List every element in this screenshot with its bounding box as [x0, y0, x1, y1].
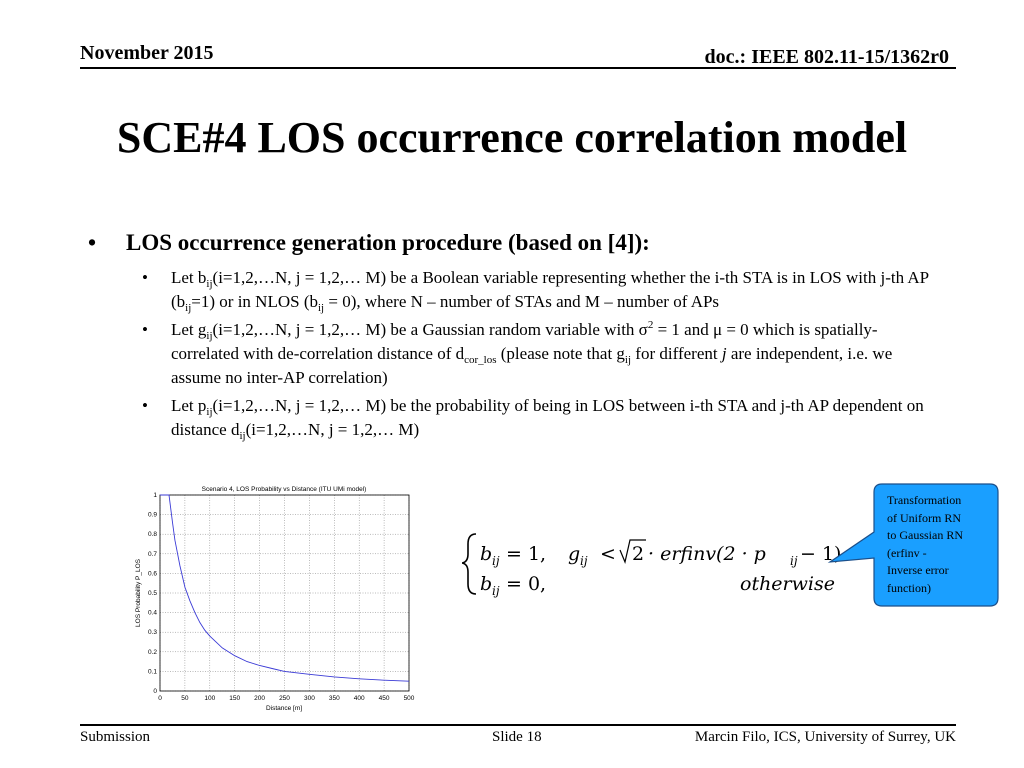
text-run: = 0), where N – number of STAs and M – n…: [324, 292, 720, 311]
los-formula: b ij = 1, g ij < 2 · erfinv(2 · p ij − 1…: [462, 533, 841, 598]
formula-brace: [462, 533, 477, 595]
subscript: ij: [206, 278, 213, 290]
text-run: Let b: [171, 268, 207, 287]
formula-p-sub: ij: [790, 554, 798, 568]
y-tick-label: 0.9: [148, 512, 157, 519]
subscript: ij: [206, 330, 213, 342]
text-run: (i=1,2,…N, j = 1,2,… M) be a Gaussian ra…: [212, 320, 648, 339]
x-tick-label: 400: [354, 695, 365, 702]
callout-line: Transformation: [887, 493, 962, 507]
callout-text: Transformation of Uniform RN to Gaussian…: [887, 492, 987, 597]
y-tick-label: 0.4: [148, 610, 157, 617]
callout-line: function): [887, 580, 931, 595]
x-tick-label: 300: [304, 695, 315, 702]
x-tick-label: 450: [379, 695, 390, 702]
text-run: Let p: [171, 396, 207, 415]
bullet-dot: •: [142, 396, 148, 415]
sub-bullet-boolean: • Let bij(i=1,2,…N, j = 1,2,… M) be a Bo…: [142, 266, 942, 314]
y-tick-label: 0.5: [148, 590, 157, 597]
subscript: cor_los: [464, 354, 497, 366]
formula-less-than: <: [600, 543, 616, 565]
chart-grid: [159, 494, 410, 692]
sub-bullet-list: • Let bij(i=1,2,…N, j = 1,2,… M) be a Bo…: [142, 266, 942, 446]
formula-line2-eq: = 0,: [506, 573, 546, 595]
subscript: ij: [317, 302, 325, 314]
formula-g-sub: ij: [580, 554, 588, 568]
formula-line2-sub: ij: [492, 584, 500, 598]
formula-tail: − 1): [800, 543, 841, 565]
subscript: ij: [239, 430, 246, 442]
slide-title: SCE#4 LOS occurrence correlation model: [116, 113, 908, 162]
sub-bullet-probability: • Let pij(i=1,2,…N, j = 1,2,… M) be the …: [142, 394, 942, 442]
text-run: (i=1,2,…N, j = 1,2,… M): [245, 420, 420, 439]
callout-line: of Uniform RN: [887, 510, 961, 525]
bullet-dot: •: [142, 268, 148, 287]
formula-line1-sub: ij: [492, 554, 500, 568]
los-probability-line: [160, 494, 410, 682]
formula-otherwise: otherwise: [740, 573, 835, 595]
header-date: November 2015: [80, 42, 214, 64]
text-run: are independent, i.e. we assume no inter…: [171, 344, 893, 387]
x-tick-label: 500: [404, 695, 415, 702]
x-tick-label: 0: [158, 695, 162, 702]
sub-bullet-gaussian: • Let gij(i=1,2,…N, j = 1,2,… M) be a Ga…: [142, 318, 942, 390]
y-tick-label: 1: [153, 492, 157, 499]
x-tick-label: 150: [229, 695, 240, 702]
text-run: (i=1,2,…N, j = 1,2,… M) be the probabili…: [171, 396, 924, 439]
italic-run: j: [721, 344, 727, 363]
text-run: (i=1,2,…N, j = 1,2,… M) be a Boolean var…: [171, 268, 929, 311]
y-tick-label: 0.6: [148, 570, 157, 577]
callout-line: (erfinv -: [887, 545, 927, 560]
footer-author: Marcin Filo, ICS, University of Surrey, …: [694, 729, 956, 745]
formula-line1-b: b: [480, 543, 492, 565]
los-probability-chart: Scenario 4, LOS Probability vs Distance …: [135, 486, 415, 712]
footer-slide-number: Slide 18: [492, 729, 542, 745]
callout-line: Inverse error: [887, 563, 949, 577]
formula-erfinv: · erfinv(2 · p: [648, 543, 766, 565]
subscript: ij: [185, 302, 192, 314]
formula-sqrt-arg: 2: [632, 543, 644, 565]
y-tick-labels: 0 0.1 0.2 0.3 0.4 0.5 0.6 0.7 0.8 0.9 1: [148, 492, 157, 695]
text-run: Let g: [171, 320, 207, 339]
superscript: 2: [647, 319, 654, 331]
bullet-dot: •: [88, 230, 97, 255]
x-tick-label: 350: [329, 695, 340, 702]
footer-submission: Submission: [80, 729, 151, 745]
subscript: ij: [206, 406, 213, 418]
sqrt-icon: [619, 539, 646, 564]
text-run: = 1 and μ = 0 which is spatially-correla…: [171, 320, 878, 363]
header-divider: [80, 67, 956, 69]
y-tick-label: 0.3: [148, 629, 157, 636]
y-tick-label: 0.1: [148, 668, 157, 675]
callout-line: to Gaussian RN: [887, 528, 963, 542]
footer-divider: [80, 724, 956, 726]
text-run: for different: [631, 344, 722, 363]
main-bullet-text: LOS occurrence generation procedure (bas…: [126, 230, 650, 255]
x-tick-label: 100: [204, 695, 215, 702]
y-axis-label: LOS Probability P_LOS: [135, 558, 142, 627]
x-tick-label: 50: [181, 695, 189, 702]
y-tick-label: 0.2: [148, 649, 157, 656]
y-tick-label: 0.7: [148, 551, 157, 558]
header-doc-id: doc.: IEEE 802.11-15/1362r0: [704, 46, 949, 68]
x-tick-label: 200: [254, 695, 265, 702]
x-axis-label: Distance [m]: [266, 705, 302, 712]
subscript: ij: [624, 354, 632, 366]
y-tick-label: 0: [153, 688, 157, 695]
callout-bubble: [827, 483, 999, 607]
chart-title: Scenario 4, LOS Probability vs Distance …: [202, 486, 367, 493]
formula-line1-eq: = 1,: [506, 543, 546, 565]
bullet-dot: •: [142, 320, 148, 339]
erfinv-callout: [827, 483, 999, 607]
y-tick-label: 0.8: [148, 531, 157, 538]
formula-g: g: [568, 543, 580, 565]
text-run: =1) or in NLOS (b: [191, 292, 318, 311]
plot-frame: [159, 494, 410, 692]
x-tick-labels: 0 50 100 150 200 250 300 350 400 450 500: [158, 695, 415, 702]
text-run: (please note that g: [496, 344, 625, 363]
formula-line2-b: b: [480, 573, 492, 595]
x-tick-label: 250: [279, 695, 290, 702]
